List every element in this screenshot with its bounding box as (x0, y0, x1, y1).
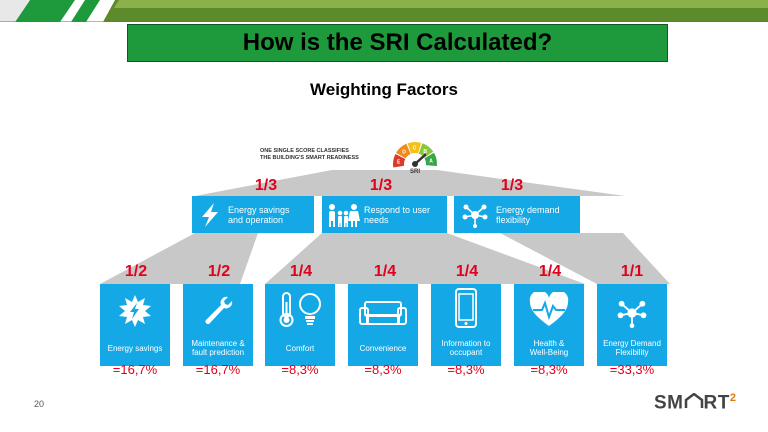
criterion-result-comfort: =8,3% (281, 362, 319, 377)
header-left-shape (0, 0, 30, 22)
criterion-weight-comfort: 1/4 (289, 263, 313, 280)
domain-box-user-needs: Respond to user needs (322, 196, 447, 233)
lightning-icon (202, 202, 218, 227)
gauge-letter-c: C (413, 146, 417, 152)
connector-flexibility (500, 233, 670, 284)
connector-energy-savings (100, 233, 258, 284)
criterion-result-energy-savings: =16,7% (112, 362, 158, 377)
criterion-box-information: Information to occupant (431, 284, 501, 366)
gauge-letter-a: A (429, 158, 433, 164)
wrench-icon (205, 296, 233, 324)
criterion-box-health: Health & Well-Being (514, 284, 584, 366)
criterion-result-convenience: =8,3% (364, 362, 402, 377)
gauge-segment-e (393, 153, 406, 168)
criterion-result-flexibility: =33,3% (609, 362, 655, 377)
criterion-weight-convenience: 1/4 (373, 263, 397, 280)
connector-root (195, 170, 625, 196)
sri-label: SRI (410, 169, 420, 174)
subtitle: Weighting Factors (310, 80, 458, 99)
domain-box-energy-savings: Energy savings and operation (192, 196, 314, 233)
criterion-weight-maintenance: 1/2 (207, 263, 231, 280)
criterion-result-maintenance: =16,7% (195, 362, 241, 377)
network-icon (617, 300, 647, 328)
energy-burst-icon (119, 295, 151, 327)
domain-box-flexibility: Energy demand flexibility (454, 196, 580, 233)
house-icon (684, 392, 703, 409)
sri-gauge-icon: ED CBA SRI (393, 142, 437, 174)
criterion-box-maintenance: Maintenance & fault prediction (183, 284, 253, 366)
criterion-weight-information: 1/4 (455, 263, 479, 280)
criterion-result-information: =8,3% (447, 362, 485, 377)
gauge-segment-b (418, 143, 434, 158)
criterion-weight-energy-savings: 1/2 (124, 263, 148, 280)
gauge-segment-a (424, 152, 437, 167)
gauge-segment-c (407, 142, 422, 154)
thermometer-bulb-icon (279, 292, 321, 327)
criterion-box-comfort: Comfort (265, 284, 335, 366)
domain-weight-flexibility: 1/3 (500, 177, 524, 194)
sri-caption: ONE SINGLE SCORE CLASSIFIES THE BUILDING… (260, 148, 359, 161)
criterion-box-energy-savings: Energy savings (100, 284, 170, 366)
smart2-logo: SM RT2 (654, 392, 737, 414)
criterion-result-health: =8,3% (530, 362, 568, 377)
phone-icon (455, 288, 477, 328)
domain-weight-energy-savings: 1/3 (254, 177, 278, 194)
criterion-weight-health: 1/4 (538, 263, 562, 280)
page-title: How is the SRI Calculated? (127, 24, 668, 62)
family-icon (329, 203, 360, 227)
network-icon (462, 204, 488, 228)
header-decoration (0, 0, 768, 22)
domain-weight-user-needs: 1/3 (369, 177, 393, 194)
page-number: 20 (34, 399, 45, 409)
criterion-box-flexibility: Energy Demand Flexibility (597, 284, 667, 366)
heart-pulse-icon (529, 292, 569, 326)
header-dark-band-top (114, 0, 768, 8)
header-green-stripe-2 (71, 0, 100, 22)
criterion-weight-flexibility: 1/1 (620, 263, 644, 280)
header-green-stripe (15, 0, 75, 22)
gauge-segment-d (396, 143, 411, 159)
connector-user-needs (265, 233, 585, 284)
gauge-letter-d: D (402, 150, 406, 156)
gauge-letter-b: B (423, 149, 427, 155)
gauge-letter-e: E (397, 159, 401, 165)
criterion-box-convenience: Convenience (348, 284, 418, 366)
sofa-icon (359, 301, 407, 325)
